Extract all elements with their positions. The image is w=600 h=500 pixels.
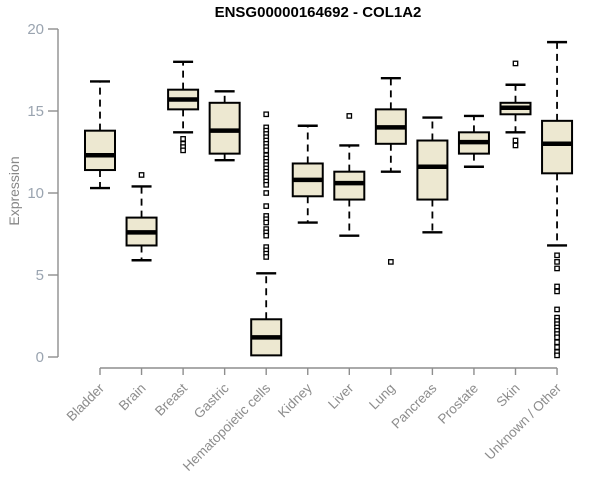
x-tick-label: Skin bbox=[493, 381, 522, 410]
iqr-box bbox=[541, 119, 574, 175]
x-tick-label: Kidney bbox=[275, 380, 315, 420]
outlier-point bbox=[554, 252, 560, 259]
outlier-point bbox=[512, 142, 519, 149]
box-skin bbox=[499, 60, 532, 149]
iqr-box bbox=[416, 139, 449, 201]
outlier-point bbox=[263, 232, 270, 239]
x-tick-label: Unknown / Other bbox=[482, 380, 565, 463]
y-tick-label: 15 bbox=[27, 103, 44, 120]
iqr-box bbox=[84, 129, 116, 172]
box-pancreas bbox=[416, 116, 449, 234]
outlier-point bbox=[263, 219, 270, 226]
outlier-point bbox=[554, 334, 560, 341]
x-tick-label: Lung bbox=[366, 381, 398, 413]
iqr-box bbox=[208, 101, 241, 155]
box-liver bbox=[333, 113, 366, 237]
outlier-point bbox=[554, 259, 560, 265]
x-tick-label: Brain bbox=[116, 381, 149, 414]
outlier-point bbox=[180, 136, 186, 142]
outlier-point bbox=[512, 60, 519, 67]
outlier-point bbox=[554, 265, 560, 272]
x-tick-label: Gastric bbox=[191, 380, 232, 421]
box-kidney bbox=[291, 124, 324, 224]
y-tick-label: 0 bbox=[36, 349, 44, 366]
outlier-point bbox=[263, 147, 270, 154]
outlier-point bbox=[346, 113, 353, 119]
box-prostate bbox=[457, 114, 490, 168]
outlier-point bbox=[263, 190, 270, 196]
y-tick-label: 10 bbox=[27, 185, 44, 202]
x-tick-label: Bladder bbox=[64, 380, 108, 424]
outlier-point bbox=[554, 306, 560, 313]
x-tick-label: Prostate bbox=[435, 381, 481, 427]
outlier-point bbox=[554, 288, 560, 295]
x-tick-label: Breast bbox=[152, 380, 190, 418]
x-tick-label: Liver bbox=[325, 380, 357, 412]
outlier-point bbox=[554, 283, 560, 290]
outlier-point bbox=[554, 344, 560, 351]
box-hematopoietic-cells bbox=[250, 111, 283, 357]
y-tick-label: 20 bbox=[27, 21, 44, 38]
outlier-point bbox=[263, 254, 270, 260]
outlier-point bbox=[263, 181, 270, 188]
outlier-point bbox=[387, 259, 394, 265]
chart-title: ENSG00000164692 - COL1A2 bbox=[214, 4, 422, 21]
box-unknown-other bbox=[541, 40, 574, 359]
box-breast bbox=[167, 60, 200, 154]
box-gastric bbox=[208, 90, 241, 162]
outlier-point bbox=[554, 352, 560, 359]
outlier-point bbox=[512, 137, 519, 144]
outlier-point bbox=[138, 172, 145, 178]
box-brain bbox=[125, 172, 158, 262]
box-bladder bbox=[84, 80, 116, 190]
outlier-point bbox=[180, 147, 186, 154]
outlier-point bbox=[263, 203, 270, 209]
box-lung bbox=[374, 76, 407, 265]
outlier-point bbox=[263, 111, 270, 118]
iqr-box bbox=[333, 170, 366, 201]
y-tick-label: 5 bbox=[36, 267, 44, 284]
x-tick-label: Pancreas bbox=[389, 380, 440, 431]
outlier-point bbox=[554, 339, 560, 346]
